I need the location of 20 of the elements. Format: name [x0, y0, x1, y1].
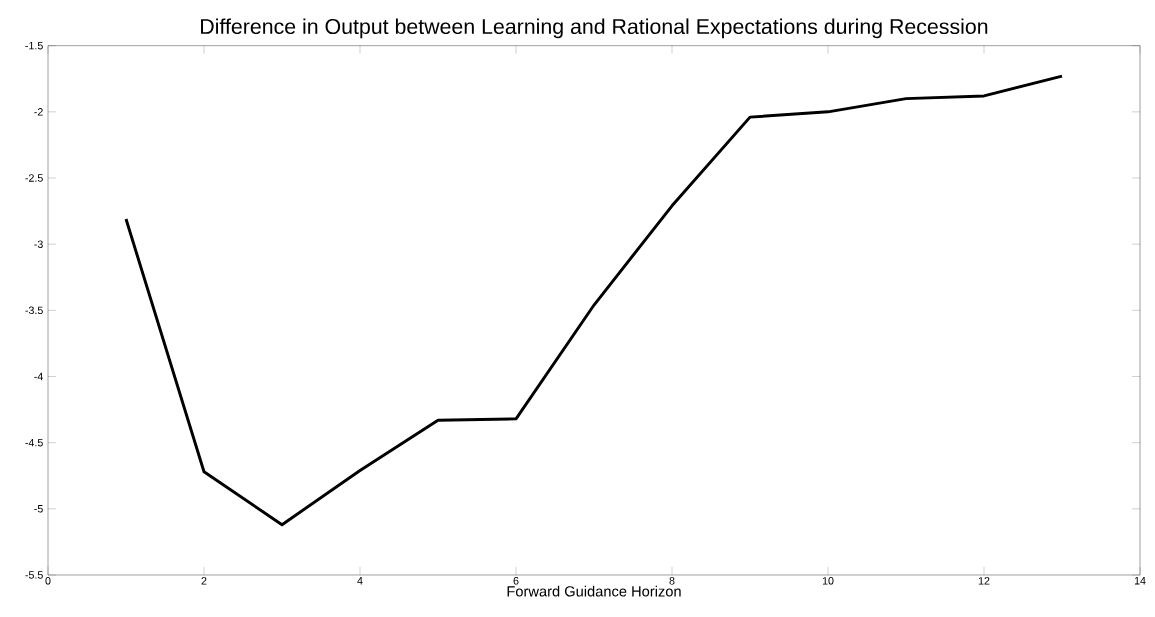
y-tick-label: -2: [34, 108, 43, 116]
y-tick-label: -4.5: [25, 438, 43, 447]
y-tick-label: -2.5: [25, 174, 43, 182]
y-tick-label: -5: [34, 505, 43, 513]
x-axis-title: Forward Guidance Horizon: [507, 585, 681, 597]
line-series: [124, 74, 1064, 527]
y-tick-label: -4: [34, 372, 43, 381]
x-tick-label: 10: [822, 577, 834, 585]
x-tick-label: 0: [45, 577, 51, 585]
y-tick-label: -5.5: [25, 571, 43, 579]
x-tick-label: 2: [201, 577, 207, 585]
chart-title: Difference in Output between Learning and Rational Expectations during Recession: [201, 18, 988, 39]
y-tick-label: -3: [34, 240, 43, 248]
y-tick-label: -3.5: [25, 306, 43, 315]
x-tick-label: 6: [513, 577, 519, 585]
y-tick-label: -1.5: [25, 41, 43, 50]
x-tick-label: 14: [1134, 577, 1146, 585]
x-tick-label: 12: [978, 577, 990, 585]
x-tick-label: 8: [669, 577, 675, 585]
x-tick-label: 4: [357, 577, 363, 585]
